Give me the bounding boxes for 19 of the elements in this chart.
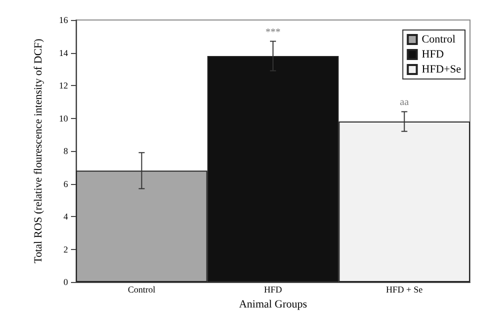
y-tick-label: 0 [64,277,68,287]
y-tick-label: 6 [64,178,68,189]
legend-label: HFD [422,48,444,60]
legend-label: Control [422,34,456,46]
y-tick-label: 10 [59,113,68,124]
y-tick-label: 8 [64,146,68,156]
annotation: aa [400,97,410,108]
x-tick-label: HFD [264,284,282,294]
y-axis-title: Total ROS (relative flourescence intensity of DCF) [32,38,44,264]
y-tick-label: 12 [59,80,68,90]
x-axis-title: Animal Groups [238,298,308,310]
x-tick-label: Control [128,284,156,294]
x-tick-label: HFD + Se [386,284,423,294]
y-tick-label: 14 [59,48,68,58]
y-tick-label: 2 [64,244,68,254]
annotation: *** [266,26,280,38]
y-tick-label: 4 [64,212,68,222]
y-tick-label: 16 [59,15,68,25]
legend-label: HFD+Se [422,64,462,76]
